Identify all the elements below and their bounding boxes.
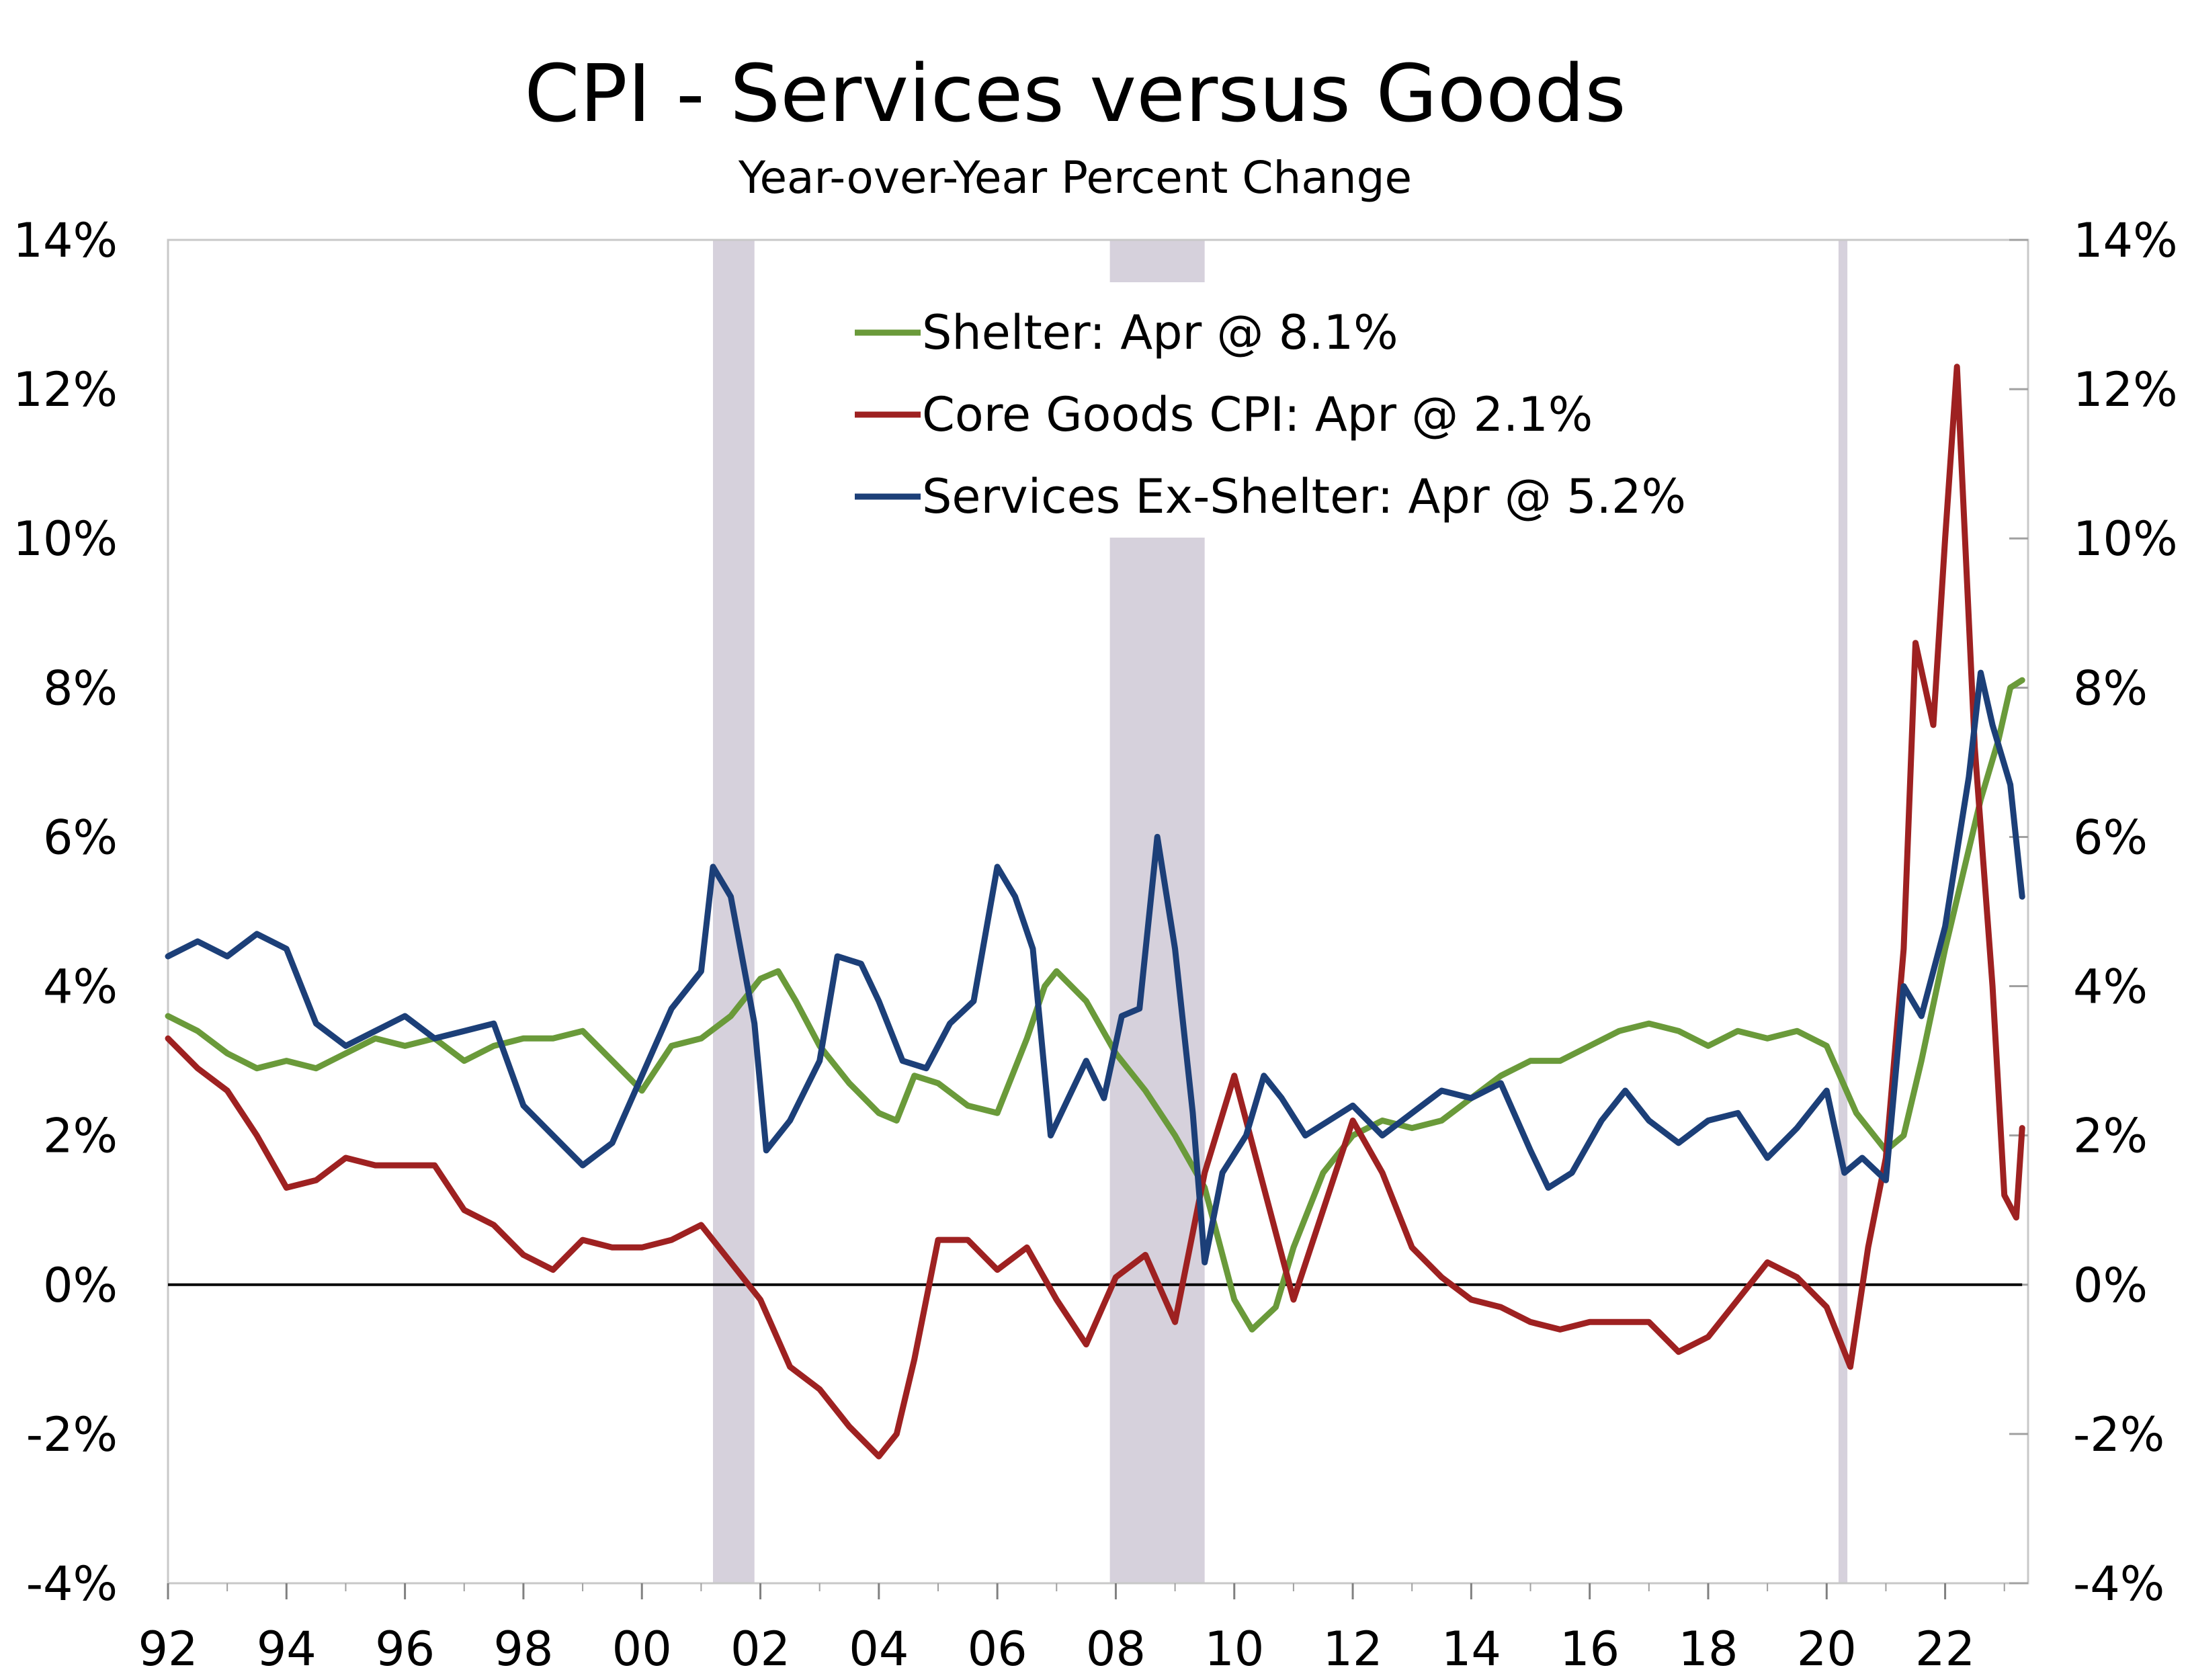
recession-band <box>1838 240 1848 1583</box>
y-tick-label-right: 8% <box>2073 661 2148 716</box>
y-tick-label-left: 14% <box>13 213 118 268</box>
y-axis-left: -4% -2% 0% 2% 4% 6% 8% 10% 12% 14% <box>13 213 118 1611</box>
series-line-1 <box>165 677 2025 1333</box>
y-tick-label-right: 10% <box>2073 511 2178 566</box>
x-tick-label: 20 <box>1797 1622 1857 1677</box>
y-tick-label-left: 4% <box>43 960 118 1015</box>
y-tick-label-right: 2% <box>2073 1109 2148 1164</box>
y-tick-label-right: 4% <box>2073 960 2148 1015</box>
x-tick-label: 18 <box>1678 1622 1738 1677</box>
y-tick-label-right: 0% <box>2073 1258 2148 1313</box>
x-tick-label: 00 <box>612 1622 672 1677</box>
x-tick-label: 06 <box>968 1622 1027 1677</box>
axis-ticks <box>167 239 2028 1599</box>
series-line-3 <box>165 669 2025 1265</box>
legend-label: Shelter: Apr @ 8.1% <box>922 305 1398 360</box>
x-tick-label: 96 <box>375 1622 435 1677</box>
chart-subtitle: Year-over-Year Percent Change <box>738 152 1412 204</box>
y-tick-label-right: 12% <box>2073 362 2178 417</box>
y-tick-label-right: 14% <box>2073 213 2178 268</box>
x-tick-label: 10 <box>1204 1622 1264 1677</box>
recession-band <box>1109 240 1205 282</box>
x-tick-label: 16 <box>1560 1622 1619 1677</box>
series-line-2 <box>165 364 2025 1460</box>
legend-label: Services Ex-Shelter: Apr @ 5.2% <box>922 469 1686 524</box>
y-tick-label-right: -2% <box>2073 1407 2164 1462</box>
legend-label: Core Goods CPI: Apr @ 2.1% <box>922 387 1593 442</box>
y-tick-label-left: 6% <box>43 810 118 865</box>
x-tick-label: 94 <box>257 1622 317 1677</box>
y-tick-label-left: -2% <box>26 1407 118 1462</box>
y-tick-label-left: 8% <box>43 661 118 716</box>
x-tick-label: 08 <box>1086 1622 1146 1677</box>
y-tick-label-left: 10% <box>13 511 118 566</box>
y-tick-label-left: 0% <box>43 1258 118 1313</box>
series-lines <box>165 364 2025 1460</box>
y-tick-label-right: 6% <box>2073 810 2148 865</box>
y-axis-right: -4% -2% 0% 2% 4% 6% 8% 10% 12% 14% <box>2073 213 2178 1611</box>
x-tick-label: 22 <box>1915 1622 1975 1677</box>
chart-title: CPI - Services versus Goods <box>524 47 1626 140</box>
x-tick-label: 04 <box>849 1622 909 1677</box>
x-tick-label: 92 <box>138 1622 198 1677</box>
y-tick-label-left: 2% <box>43 1109 118 1164</box>
plot-frame <box>167 239 2029 1585</box>
y-tick-label-right: -4% <box>2073 1556 2164 1611</box>
x-tick-label: 98 <box>493 1622 553 1677</box>
legend: Shelter: Apr @ 8.1% Core Goods CPI: Apr @… <box>855 305 1686 524</box>
y-tick-label-left: 12% <box>13 362 118 417</box>
x-axis: 92 94 96 98 00 02 04 06 08 10 12 14 16 18 20 22 <box>138 1622 1975 1677</box>
x-tick-label: 14 <box>1441 1622 1501 1677</box>
x-tick-label: 02 <box>730 1622 790 1677</box>
x-tick-label: 12 <box>1323 1622 1383 1677</box>
y-tick-label-left: -4% <box>26 1556 118 1611</box>
